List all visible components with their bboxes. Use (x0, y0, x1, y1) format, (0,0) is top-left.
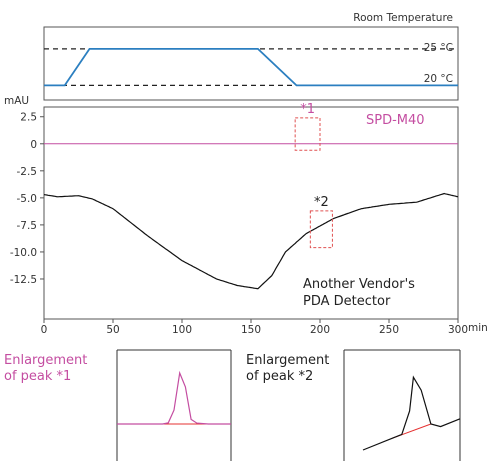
x-tick-label: 150 (241, 324, 261, 336)
x-tick-label: 200 (310, 324, 330, 336)
x-tick-label: 50 (106, 324, 119, 336)
y-tick-label: -12.5 (10, 274, 37, 286)
enlargement-1-trace (117, 370, 231, 425)
x-tick-label: 100 (172, 324, 192, 336)
legend-spd-m40: SPD-M40 (366, 113, 425, 128)
annotation-label-2: *2 (314, 195, 329, 210)
enlargement-1-title: Enlargement of peak *1 (4, 353, 92, 384)
y-tick-label: -5.0 (17, 193, 38, 205)
enlargement-1-panel: Enlargement of peak *1 (4, 349, 232, 461)
ref-label-25: 25 °C (424, 42, 453, 54)
y-tick-label: 0 (30, 139, 37, 151)
enlargement-2-trace (362, 375, 461, 451)
ref-label-20: 20 °C (424, 73, 453, 85)
x-tick-label: 300 (448, 324, 468, 336)
enlargement-2-title: Enlargement of peak *2 (246, 353, 334, 384)
temperature-title: Room Temperature (353, 12, 453, 24)
legend-another-vendor: Another Vendor's PDA Detector (303, 277, 419, 309)
temperature-line (44, 48, 458, 87)
y-tick-label: -2.5 (17, 166, 38, 178)
y-axis-label: mAU (4, 95, 29, 107)
x-axis-label: min (468, 322, 488, 334)
x-tick-label: 0 (41, 324, 48, 336)
chromatogram-panel: mAU 2.5 0 -2.5 -5.0 -7.5 -10.0 -12.5 0 50 100 150… (4, 95, 488, 336)
y-tick-label: -10.0 (10, 247, 37, 259)
enlargement-2-panel: Enlargement of peak *2 (246, 349, 461, 461)
annotation-box-1 (294, 117, 321, 151)
temperature-frame (43, 26, 459, 101)
x-tick-label: 250 (379, 324, 399, 336)
annotation-box-2 (309, 210, 333, 249)
annotation-label-1: *1 (300, 102, 315, 117)
y-tick-label: -7.5 (17, 220, 38, 232)
series-line-another-vendor (43, 192, 459, 290)
temperature-panel: Room Temperature 25 °C 20 °C (43, 12, 459, 101)
y-tick-label: 2.5 (20, 112, 37, 124)
